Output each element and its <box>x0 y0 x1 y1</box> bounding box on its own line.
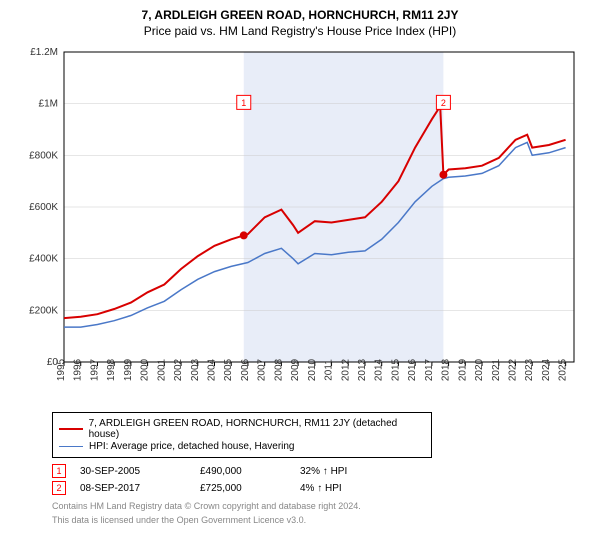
legend-row: 7, ARDLEIGH GREEN ROAD, HORNCHURCH, RM11… <box>59 418 425 440</box>
tx-price: £490,000 <box>200 466 300 477</box>
legend: 7, ARDLEIGH GREEN ROAD, HORNCHURCH, RM11… <box>52 412 432 458</box>
chart-area: £0£200K£400K£600K£800K£1M£1.2M1995199619… <box>20 46 580 406</box>
legend-label: 7, ARDLEIGH GREEN ROAD, HORNCHURCH, RM11… <box>89 418 425 440</box>
svg-text:2021: 2021 <box>491 358 502 381</box>
svg-text:2011: 2011 <box>324 359 335 381</box>
svg-text:£1M: £1M <box>39 99 58 110</box>
svg-text:2004: 2004 <box>206 358 217 381</box>
svg-text:1: 1 <box>241 98 246 108</box>
footnote-line-1: Contains HM Land Registry data © Crown c… <box>52 501 578 513</box>
tx-marker: 2 <box>52 481 66 495</box>
svg-text:2006: 2006 <box>240 358 251 381</box>
tx-pct: 4% ↑ HPI <box>300 483 400 494</box>
svg-text:2: 2 <box>441 98 446 108</box>
svg-text:2005: 2005 <box>223 358 234 381</box>
svg-text:£400K: £400K <box>29 254 58 265</box>
svg-text:2015: 2015 <box>390 358 401 381</box>
legend-row: HPI: Average price, detached house, Have… <box>59 441 425 452</box>
svg-text:2001: 2001 <box>156 358 167 381</box>
sale-dot-2 <box>439 171 447 179</box>
legend-swatch <box>59 428 83 430</box>
svg-text:£200K: £200K <box>29 305 58 316</box>
svg-text:2018: 2018 <box>441 358 452 381</box>
svg-text:2020: 2020 <box>474 358 485 381</box>
svg-text:2016: 2016 <box>407 358 418 381</box>
svg-text:2012: 2012 <box>340 358 351 381</box>
transaction-row: 2 08-SEP-2017£725,0004% ↑ HPI <box>52 481 578 495</box>
tx-date: 08-SEP-2017 <box>80 483 200 494</box>
chart-subtitle: Price paid vs. HM Land Registry's House … <box>12 24 588 38</box>
svg-text:2002: 2002 <box>173 358 184 381</box>
transaction-row: 1 30-SEP-2005£490,00032% ↑ HPI <box>52 464 578 478</box>
svg-text:1998: 1998 <box>106 358 117 381</box>
transactions-table: 1 30-SEP-2005£490,00032% ↑ HPI 2 08-SEP-201… <box>52 464 578 495</box>
legend-swatch <box>59 446 83 447</box>
svg-text:2013: 2013 <box>357 358 368 381</box>
sale-dot-1 <box>240 231 248 239</box>
svg-text:2025: 2025 <box>558 358 569 381</box>
tx-marker: 1 <box>52 464 66 478</box>
tx-date: 30-SEP-2005 <box>80 466 200 477</box>
svg-text:£600K: £600K <box>29 202 58 213</box>
svg-text:2003: 2003 <box>190 358 201 381</box>
svg-text:2010: 2010 <box>307 358 318 381</box>
svg-text:2008: 2008 <box>273 358 284 381</box>
svg-text:1997: 1997 <box>89 358 100 381</box>
svg-text:1999: 1999 <box>123 358 134 381</box>
svg-text:2000: 2000 <box>140 358 151 381</box>
svg-text:1996: 1996 <box>73 358 84 381</box>
legend-label: HPI: Average price, detached house, Have… <box>89 441 295 452</box>
svg-text:2014: 2014 <box>374 358 385 381</box>
svg-text:2019: 2019 <box>457 358 468 381</box>
footnote-line-2: This data is licensed under the Open Gov… <box>52 515 578 527</box>
svg-text:2007: 2007 <box>257 358 268 381</box>
tx-pct: 32% ↑ HPI <box>300 466 400 477</box>
svg-text:2009: 2009 <box>290 358 301 381</box>
svg-text:2023: 2023 <box>524 358 535 381</box>
svg-text:£800K: £800K <box>29 150 58 161</box>
line-chart-svg: £0£200K£400K£600K£800K£1M£1.2M1995199619… <box>20 46 580 406</box>
svg-text:2022: 2022 <box>507 358 518 381</box>
svg-text:2017: 2017 <box>424 358 435 381</box>
chart-title: 7, ARDLEIGH GREEN ROAD, HORNCHURCH, RM11… <box>12 8 588 22</box>
svg-text:1995: 1995 <box>56 358 67 381</box>
svg-text:£1.2M: £1.2M <box>30 47 58 58</box>
tx-price: £725,000 <box>200 483 300 494</box>
svg-text:2024: 2024 <box>541 358 552 381</box>
